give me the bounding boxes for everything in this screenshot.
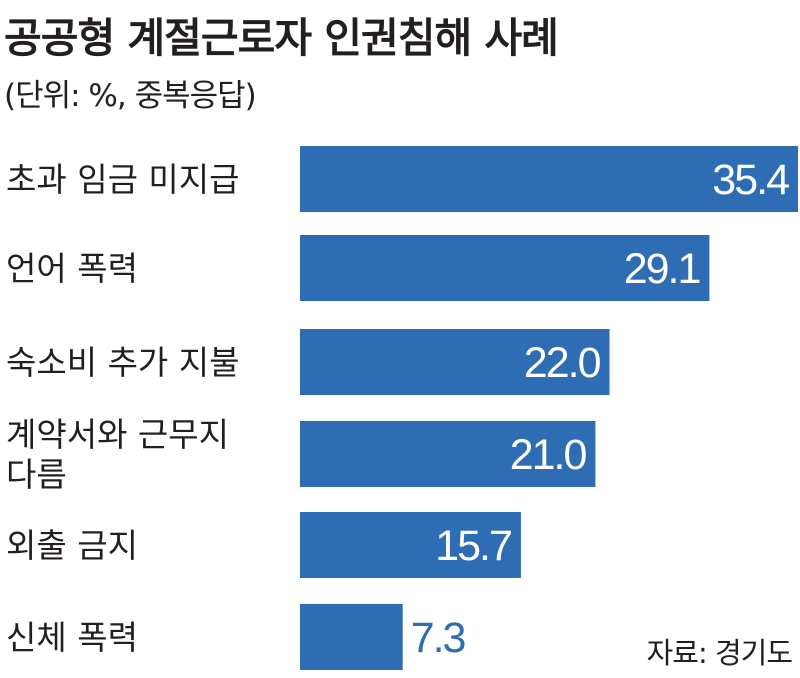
bar-6 [300, 604, 403, 670]
value-label-4: 21.0 [510, 431, 587, 479]
category-label-1: 초과 임금 미지급 [6, 160, 240, 199]
chart-subtitle: (단위: %, 중복응답) [4, 78, 257, 114]
category-label-3: 숙소비 추가 지불 [6, 343, 240, 382]
value-label-5: 15.7 [435, 522, 511, 570]
chart-title: 공공형 계절근로자 인권침해 사례 [4, 14, 559, 62]
bar-5 [300, 512, 521, 578]
bar-1 [300, 146, 798, 212]
value-label-6: 7.3 [411, 614, 466, 662]
bar-2 [300, 235, 710, 301]
bar-3 [300, 329, 610, 395]
value-label-3: 22.0 [524, 339, 601, 387]
category-label-4: 계약서와 근무지 다름 [6, 415, 229, 494]
source-note: 자료: 경기도 [646, 636, 793, 670]
bar-4 [300, 421, 596, 487]
category-label-5: 외출 금지 [6, 526, 138, 565]
category-label-6: 신체 폭력 [6, 618, 138, 657]
value-label-2: 29.1 [624, 245, 700, 293]
value-label-1: 35.4 [712, 156, 789, 204]
category-label-2: 언어 폭력 [6, 249, 138, 288]
